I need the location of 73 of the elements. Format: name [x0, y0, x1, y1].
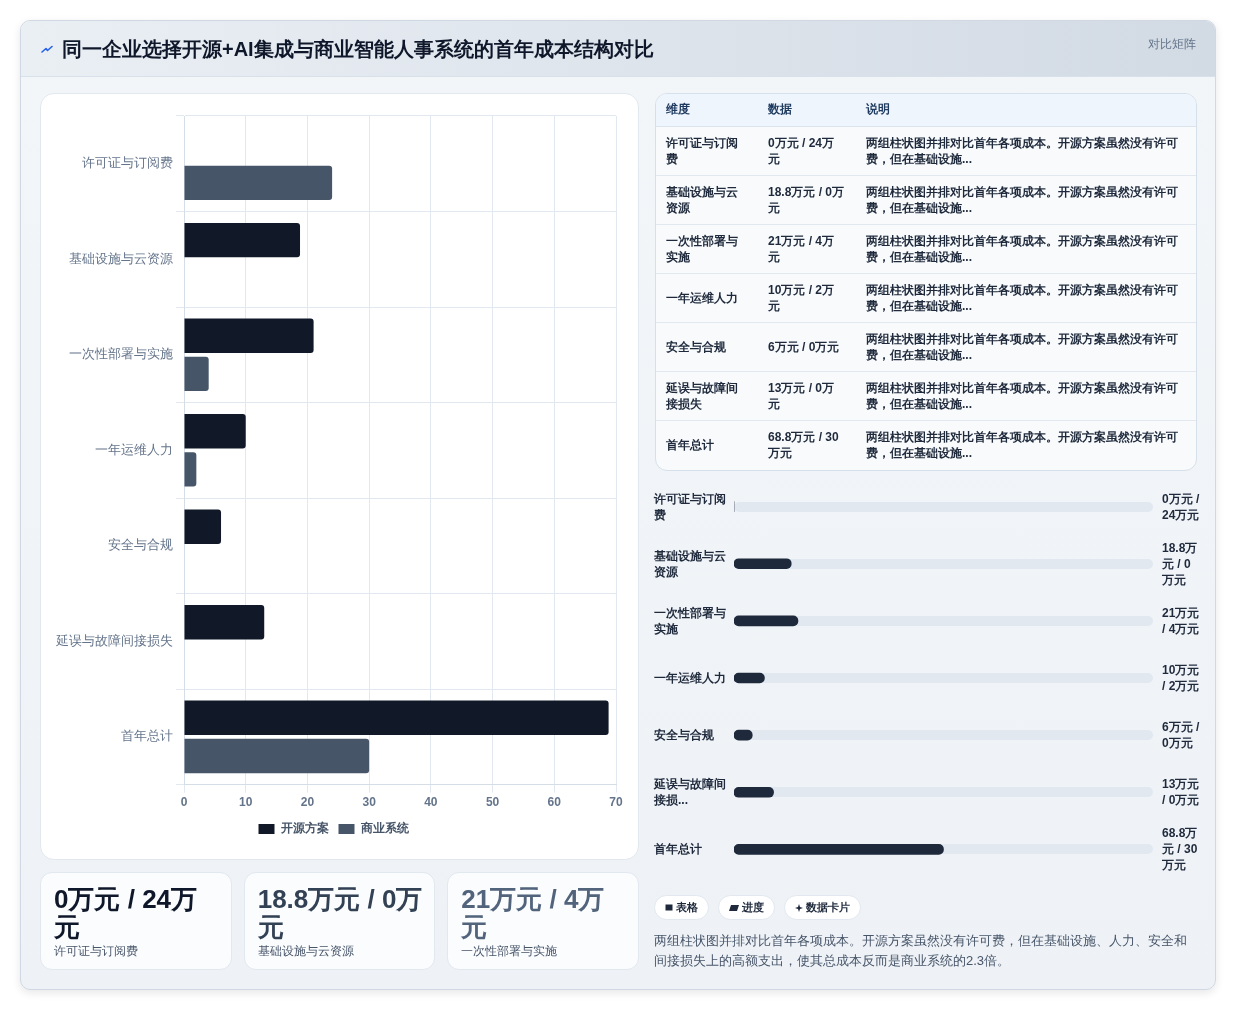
y-tick-label: 许可证与订阅费: [654, 490, 727, 523]
data-label: 10万元 / 2万元: [1162, 662, 1201, 694]
y-tick-label: 安全与合规: [108, 537, 173, 553]
x-tick-label: 20: [300, 795, 315, 810]
y-tick-label: 首年总计: [121, 728, 173, 744]
y-tick-label: 一年运维人力: [95, 441, 173, 457]
bar: [184, 165, 333, 201]
x-tick-label: 50: [485, 795, 500, 810]
category-label: 许可证与订阅费: [54, 943, 138, 959]
category-label: 维度: [656, 94, 758, 126]
legend-label: 开源方案: [279, 821, 329, 836]
y-tick-label: 首年总计: [654, 841, 703, 858]
y-tick-label: 许可证与订阅费: [82, 155, 173, 171]
text: 对比矩阵: [1148, 36, 1196, 52]
data-label: 21万元 / 4万元: [1162, 604, 1201, 637]
text: 0万元 / 24万元: [758, 126, 856, 175]
x-tick-label: 30: [362, 795, 377, 810]
category-label: 一次性部署与实施: [461, 943, 558, 959]
text: 两组柱状图并排对比首年各项成本。开源方案虽然没有许可费，但在基础设施...: [856, 126, 1196, 175]
x-tick-label: 0: [180, 795, 188, 810]
data-label: 13万元 / 0万元: [1162, 776, 1201, 809]
bar: [184, 452, 197, 487]
text: 两组柱状图并排对比首年各项成本。开源方案虽然没有许可费，但在基础设施...: [856, 273, 1196, 322]
data-label: 18.8万元 / 0万元: [1162, 539, 1199, 588]
category-label: 数据: [758, 94, 856, 126]
text: 18.8万元 / 0万元: [257, 884, 424, 942]
text: 68.8万元 / 30万元: [758, 420, 856, 469]
text: 两组柱状图并排对比首年各项成本。开源方案虽然没有许可费，但在基础设施...: [856, 420, 1196, 469]
text: 10万元 / 2万元: [758, 273, 856, 322]
legend-label: 商业系统: [359, 821, 410, 836]
text: 21万元 / 4万元: [461, 884, 606, 942]
category-label: 数据卡片: [806, 900, 850, 915]
text: 两组柱状图并排对比首年各项成本。开源方案虽然没有许可费，但在基础设施、人力、安全和间接损失上的高额支出，使其总成本反而是商业系统的2.3倍。: [654, 932, 1188, 970]
text: 18.8万元 / 0万元: [758, 175, 856, 224]
data-label: 6万元 / 0万元: [1162, 719, 1201, 752]
text: 两组柱状图并排对比首年各项成本。开源方案虽然没有许可费，但在基础设施...: [856, 224, 1196, 273]
category-label: 基础设施与云资源: [257, 943, 354, 959]
text: 两组柱状图并排对比首年各项成本。开源方案虽然没有许可费，但在基础设施...: [856, 322, 1196, 371]
category-label: 说明: [856, 94, 1196, 126]
y-tick-label: 一次性部署与实施: [69, 346, 173, 362]
text: 两组柱状图并排对比首年各项成本。开源方案虽然没有许可费，但在基础设施...: [856, 371, 1196, 420]
data-label: 68.8万元 / 30万元: [1162, 825, 1199, 874]
y-tick-label: 延误与故障间接损失: [55, 632, 173, 648]
bar: [184, 318, 314, 353]
bar: [184, 222, 301, 258]
bar: [184, 509, 222, 544]
bar: [184, 414, 246, 449]
text: 21万元 / 4万元: [758, 224, 856, 273]
text: 0万元 / 24万元: [54, 884, 199, 942]
bar: [734, 558, 792, 570]
y-tick-label: 基础设施与云资源: [69, 250, 173, 266]
y-tick-label: 延误与故障间接损...: [654, 776, 727, 809]
text: 6万元 / 0万元: [758, 322, 856, 371]
bar: [184, 605, 265, 640]
bar: [734, 615, 799, 627]
bar: [184, 700, 609, 735]
x-tick-label: 70: [609, 795, 623, 810]
text: 两组柱状图并排对比首年各项成本。开源方案虽然没有许可费，但在基础设施...: [856, 175, 1196, 224]
chart-title: 同一企业选择开源+AI集成与商业智能人事系统的首年成本结构对比: [62, 37, 654, 61]
data-label: 0万元 / 24万元: [1162, 490, 1201, 523]
bar: [184, 356, 209, 392]
text: 13万元 / 0万元: [758, 371, 856, 420]
bar: [734, 786, 774, 798]
x-tick-label: 40: [424, 795, 438, 810]
y-tick-label: 基础设施与云资源: [654, 547, 727, 580]
bar: [184, 738, 370, 774]
category-label: 进度: [742, 900, 764, 915]
y-tick-label: 安全与合规: [654, 727, 715, 744]
x-tick-label: 10: [239, 795, 253, 810]
y-tick-label: 一年运维人力: [654, 670, 727, 686]
category-label: 表格: [676, 900, 698, 915]
x-tick-label: 60: [547, 795, 562, 810]
y-tick-label: 一次性部署与实施: [654, 604, 727, 637]
